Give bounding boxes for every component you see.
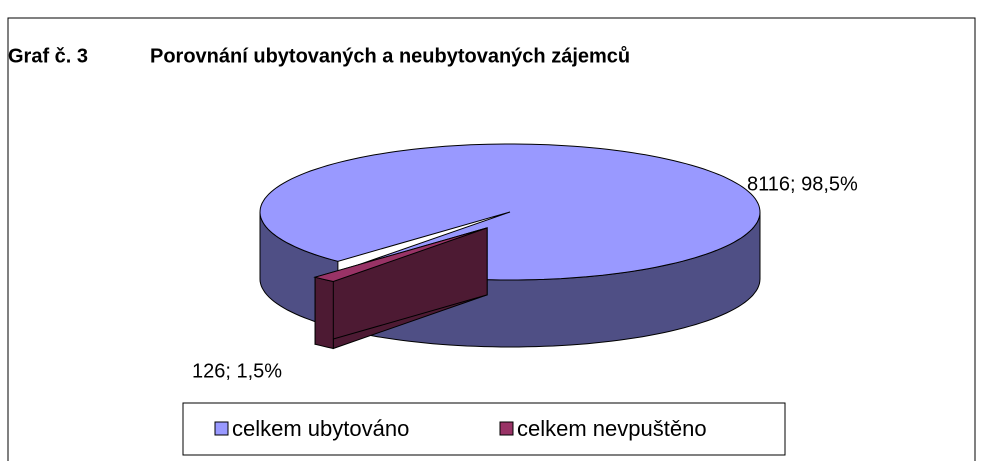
legend-swatch: [214, 421, 229, 436]
value-label: 126; 1,5%: [192, 360, 282, 382]
legend-label: celkem ubytováno: [232, 416, 409, 441]
value-label: 8116; 98,5%: [747, 173, 858, 195]
legend-box: [182, 402, 786, 456]
slice-side: [314, 276, 334, 350]
chart-title: Porovnání ubytovaných a neubytovaných zá…: [150, 45, 630, 67]
slice-top: [313, 227, 488, 283]
legend-swatch: [499, 421, 514, 436]
slice-top: [259, 143, 761, 281]
chart-title-number: Graf č. 3: [8, 45, 88, 67]
legend-label: celkem nevpuštěno: [517, 416, 707, 441]
